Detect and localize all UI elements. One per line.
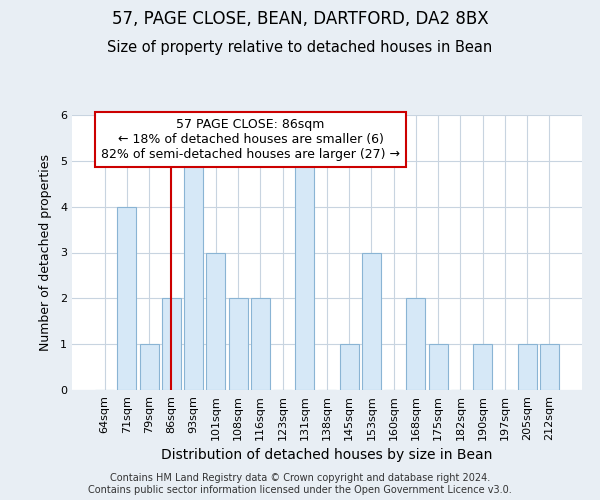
- Bar: [362, 252, 381, 390]
- Bar: [118, 206, 136, 390]
- X-axis label: Distribution of detached houses by size in Bean: Distribution of detached houses by size …: [161, 448, 493, 462]
- Bar: [295, 161, 314, 390]
- Bar: [429, 344, 448, 390]
- Text: Size of property relative to detached houses in Bean: Size of property relative to detached ho…: [107, 40, 493, 55]
- Bar: [162, 298, 181, 390]
- Bar: [406, 298, 425, 390]
- Bar: [229, 298, 248, 390]
- Bar: [340, 344, 359, 390]
- Bar: [473, 344, 492, 390]
- Bar: [518, 344, 536, 390]
- Y-axis label: Number of detached properties: Number of detached properties: [38, 154, 52, 351]
- Text: Contains HM Land Registry data © Crown copyright and database right 2024.
Contai: Contains HM Land Registry data © Crown c…: [88, 474, 512, 495]
- Bar: [540, 344, 559, 390]
- Text: 57 PAGE CLOSE: 86sqm
← 18% of detached houses are smaller (6)
82% of semi-detach: 57 PAGE CLOSE: 86sqm ← 18% of detached h…: [101, 118, 400, 161]
- Bar: [251, 298, 270, 390]
- Bar: [140, 344, 158, 390]
- Text: 57, PAGE CLOSE, BEAN, DARTFORD, DA2 8BX: 57, PAGE CLOSE, BEAN, DARTFORD, DA2 8BX: [112, 10, 488, 28]
- Bar: [206, 252, 225, 390]
- Bar: [184, 161, 203, 390]
